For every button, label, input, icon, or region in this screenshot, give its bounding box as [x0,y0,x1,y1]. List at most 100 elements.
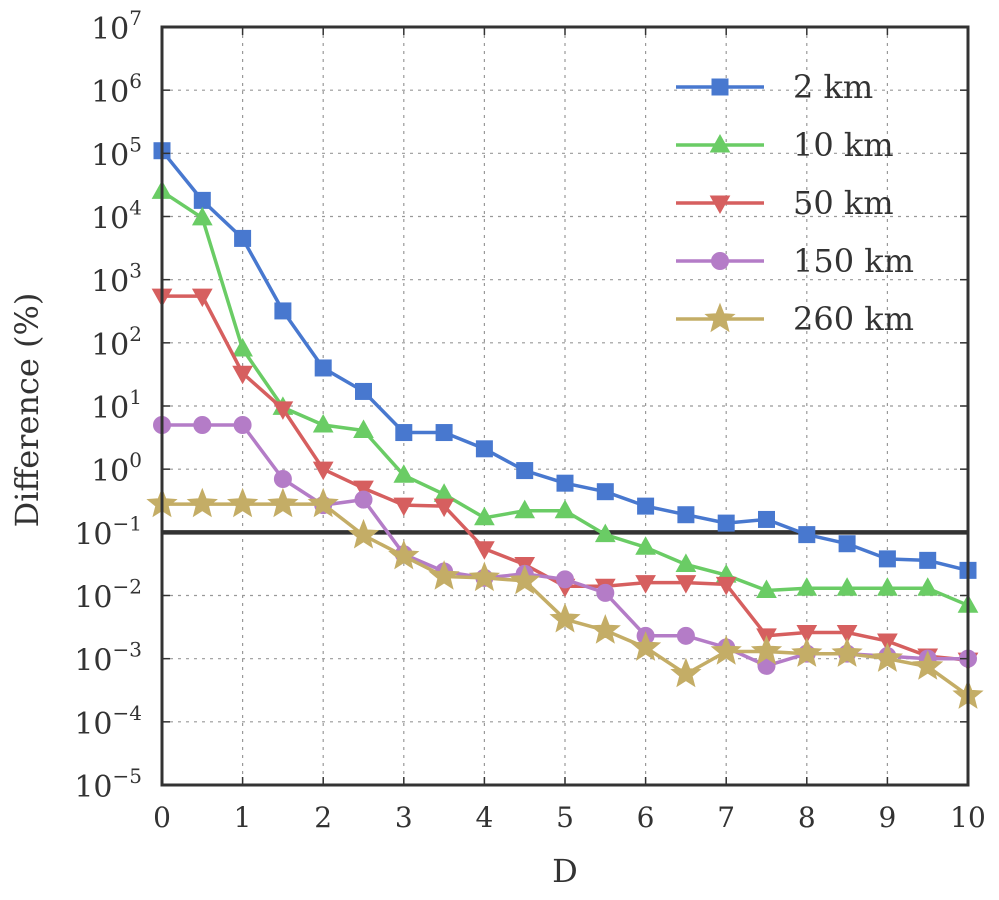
series-layer [146,142,984,709]
data-point [670,657,702,688]
legend-marker [711,252,729,270]
x-tick-label: 6 [637,801,655,834]
data-point [347,518,380,549]
data-point [514,499,536,519]
data-point [677,506,695,524]
data-point [388,539,420,570]
legend-item: 150 km [676,242,914,280]
y-tick-label: 10−1 [74,511,142,552]
y-tick-label: 10−3 [74,638,142,679]
legend: 2 km 10 km 50 km 150 km 260 km [676,68,914,338]
data-point [717,514,735,532]
data-point [635,575,656,594]
data-point [355,382,372,400]
x-tick-label: 5 [556,801,574,834]
data-point [274,302,292,320]
data-point [871,642,904,672]
data-point [556,570,574,589]
data-point [191,206,213,226]
data-point [637,497,655,515]
legend-item: 10 km [676,126,894,164]
data-point [475,440,493,458]
data-point [393,497,415,517]
x-tick-label: 9 [878,801,896,834]
data-point [836,624,858,644]
series-0 [153,142,977,579]
x-tick-label: 0 [153,801,171,834]
legend-marker [709,195,731,215]
data-point [549,602,581,633]
legend-label: 2 km [793,68,873,106]
data-point [428,560,460,590]
data-point [798,526,816,544]
data-point [267,487,299,518]
y-tick-label: 102 [91,322,142,363]
data-point [675,575,697,594]
data-point [554,499,576,519]
x-tick-label: 8 [798,801,816,834]
data-point [831,637,863,667]
data-point [796,577,818,596]
data-point [468,561,501,592]
data-point [629,631,662,661]
x-axis-label: D [552,852,578,890]
y-tick-label: 10−2 [74,575,142,616]
y-tick-label: 10−4 [74,701,142,742]
x-tick-label: 4 [475,801,493,834]
data-point [353,419,374,438]
legend-marker [709,133,731,153]
data-point [312,461,334,481]
x-tick-label: 1 [234,801,252,834]
data-point [307,487,339,518]
data-point [878,550,896,568]
x-tick-label: 3 [395,801,413,834]
data-point [314,359,332,377]
data-point [594,523,616,543]
data-point [474,541,495,560]
data-point [433,498,455,518]
legend-marker [711,78,729,96]
data-point [474,506,495,526]
data-point [354,490,373,509]
data-point [232,337,253,357]
data-point [353,480,374,500]
data-point [919,551,937,569]
data-point [232,365,253,385]
data-point [556,474,574,492]
legend-item: 2 km [676,68,873,106]
y-tick-label: 103 [91,259,142,300]
y-axis-ticks: 107 106 105 104 103 102 101 100 10−1 10−2 10−3 10−4… [74,6,968,805]
data-point [191,288,213,308]
data-point [393,464,415,483]
data-point [917,577,939,596]
x-axis-ticks: 0 1 2 3 4 5 6 7 8 9 10 [153,27,986,834]
data-point [233,416,252,435]
data-point [234,229,252,247]
legend-marker [704,302,736,333]
data-point [312,413,334,433]
data-point [589,614,621,644]
data-point [912,650,944,680]
legend-label: 10 km [793,126,894,164]
data-point [596,583,615,602]
data-point [758,510,775,528]
data-point [756,579,777,598]
data-point [509,564,541,595]
data-point [838,535,856,553]
series-4 [146,487,984,709]
data-point [877,577,898,596]
series-1 [151,180,979,613]
data-point [836,577,858,596]
data-point [186,487,218,518]
y-tick-label: 101 [91,385,142,426]
legend-label: 260 km [793,300,914,338]
y-tick-label: 106 [91,69,142,110]
legend-label: 50 km [793,184,894,222]
data-point [675,553,697,572]
legend-item: 260 km [676,300,914,338]
data-point [272,401,294,420]
data-point [516,462,534,480]
legend-item: 50 km [676,184,894,222]
data-point [750,635,783,665]
